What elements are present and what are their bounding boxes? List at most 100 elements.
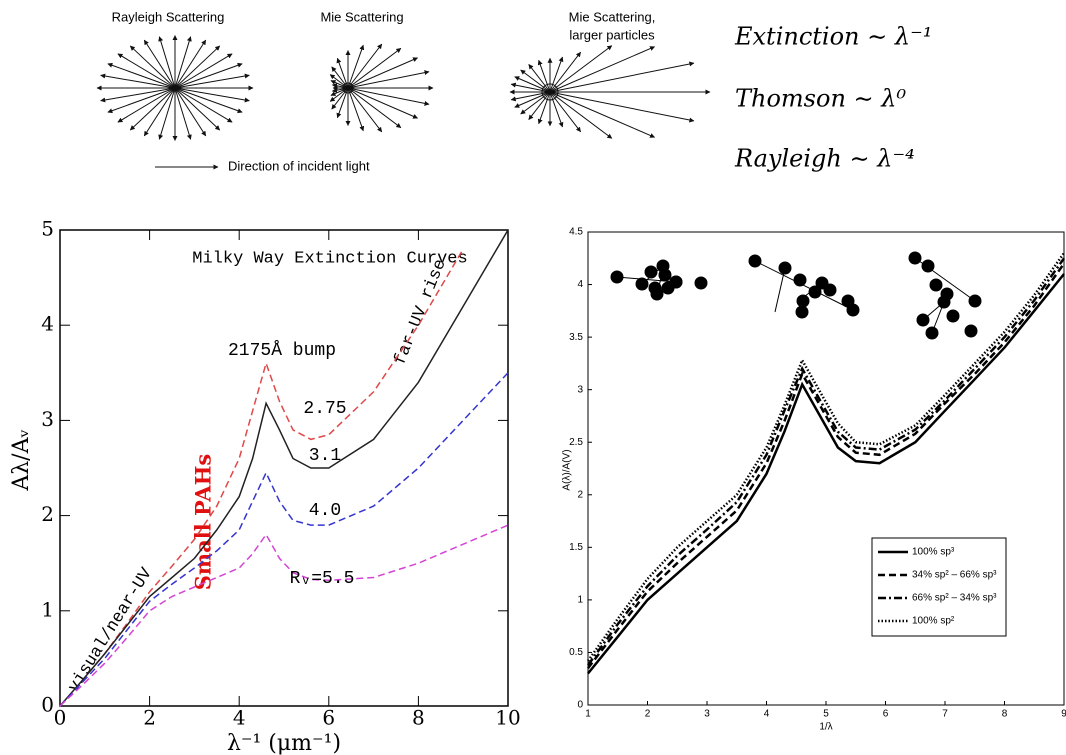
ray (347, 87, 402, 129)
ray (331, 66, 349, 89)
ray (549, 51, 582, 93)
x-tick-label: 6 (322, 706, 335, 730)
y-tick-label: 4 (577, 279, 583, 290)
x-tick-label: 4 (233, 706, 246, 730)
ray (549, 46, 656, 93)
y-tick-label: 1 (41, 597, 54, 621)
ray (347, 44, 365, 89)
ray (174, 87, 243, 114)
ray (549, 91, 564, 128)
x-axis-label: 1/λ (819, 722, 832, 733)
ray (514, 91, 551, 108)
ray (549, 61, 695, 93)
ray (174, 36, 192, 89)
ray (549, 91, 695, 123)
equations: Extinction ∼ λ⁻¹ Thomson ∼ λ⁰ Rayleigh ∼… (734, 23, 932, 173)
series-line (586, 252, 1066, 662)
ray (174, 62, 243, 89)
x-tick-label: 2 (143, 706, 156, 730)
x-tick-label: 9 (1061, 709, 1066, 720)
molecules (610, 251, 982, 340)
ray (158, 36, 176, 89)
ray (336, 57, 349, 89)
legend-box (871, 537, 1007, 637)
diagram-label: Rayleigh Scattering (112, 9, 225, 24)
series-line (586, 257, 1066, 666)
ray (174, 87, 207, 137)
y-tick-label: 2 (41, 502, 54, 526)
y-axis-label: A(λ)/A(V) (562, 449, 573, 490)
ray (549, 91, 582, 133)
series-line (587, 262, 1066, 669)
ray (174, 53, 233, 89)
diagram-label: larger particles (569, 27, 655, 42)
equation: Rayleigh ∼ λ⁻⁴ (734, 145, 915, 173)
ray (174, 87, 250, 103)
ray (117, 87, 176, 123)
legend-label: 34% sp² – 66% sp³ (912, 570, 997, 581)
ray (330, 87, 349, 96)
ray (336, 87, 349, 119)
plot-frame (59, 229, 509, 707)
y-tick-label: 4.5 (569, 227, 583, 238)
ray (549, 56, 564, 93)
ray (347, 87, 365, 132)
ray (143, 39, 176, 89)
y-tick-label: 1.5 (569, 542, 583, 553)
ray (549, 91, 613, 139)
diagram-label: Mie Scattering (320, 9, 403, 24)
ray (510, 82, 551, 93)
equation: Thomson ∼ λ⁰ (735, 85, 906, 113)
ray (331, 87, 349, 110)
ray (549, 45, 613, 93)
ray (537, 59, 551, 93)
ray (100, 87, 176, 103)
series-line (59, 248, 464, 707)
series-label: 3.1 (309, 446, 341, 466)
ray (347, 47, 402, 89)
ray (174, 73, 250, 89)
ray (347, 70, 430, 89)
ray (174, 45, 221, 89)
y-tick-label: 4 (41, 312, 54, 336)
ray (330, 80, 349, 89)
ray (528, 91, 551, 121)
ray (158, 87, 176, 140)
y-tick-label: 3.5 (569, 332, 583, 343)
legend-label: 100% sp³ (912, 547, 955, 558)
ray (347, 43, 383, 89)
x-tick-label: 8 (1002, 709, 1008, 720)
y-tick-label: 0 (577, 700, 583, 711)
y-tick-label: 5 (41, 217, 54, 241)
annotation: Small PAHs (191, 454, 216, 590)
ray (107, 87, 176, 114)
series-line (587, 273, 1065, 675)
ray (100, 73, 176, 89)
ray (329, 87, 349, 102)
ray (331, 87, 349, 93)
y-tick-label: 2.5 (569, 437, 583, 448)
series-label: 2.75 (303, 399, 346, 419)
x-tick-label: 1 (585, 709, 591, 720)
ray (347, 87, 430, 106)
diagram-label: Mie Scattering, (569, 9, 656, 24)
y-tick-label: 3 (41, 407, 54, 431)
incident-label: Direction of incident light (228, 158, 370, 173)
x-tick-label: 6 (883, 709, 889, 720)
series-line (59, 372, 509, 707)
ray (329, 74, 349, 89)
ray (117, 53, 176, 89)
chart: 1 2 3 4 5 6 7 8 9 0 0.5 1 1.5 2 2.5 3 3.5 4 4.5 1/λ A(λ)/A(V… (562, 227, 1066, 733)
y-tick-label: 1 (577, 595, 583, 606)
ray (143, 87, 176, 137)
ray (129, 45, 176, 89)
x-tick-label: 5 (823, 709, 829, 720)
equation: Extinction ∼ λ⁻¹ (734, 23, 932, 51)
ray (331, 83, 349, 89)
y-tick-label: 2 (577, 489, 583, 500)
ray (549, 91, 656, 138)
ray (129, 87, 176, 131)
x-tick-label: 7 (942, 709, 948, 720)
x-axis-label: λ⁻¹ (μm⁻¹) (227, 731, 341, 755)
